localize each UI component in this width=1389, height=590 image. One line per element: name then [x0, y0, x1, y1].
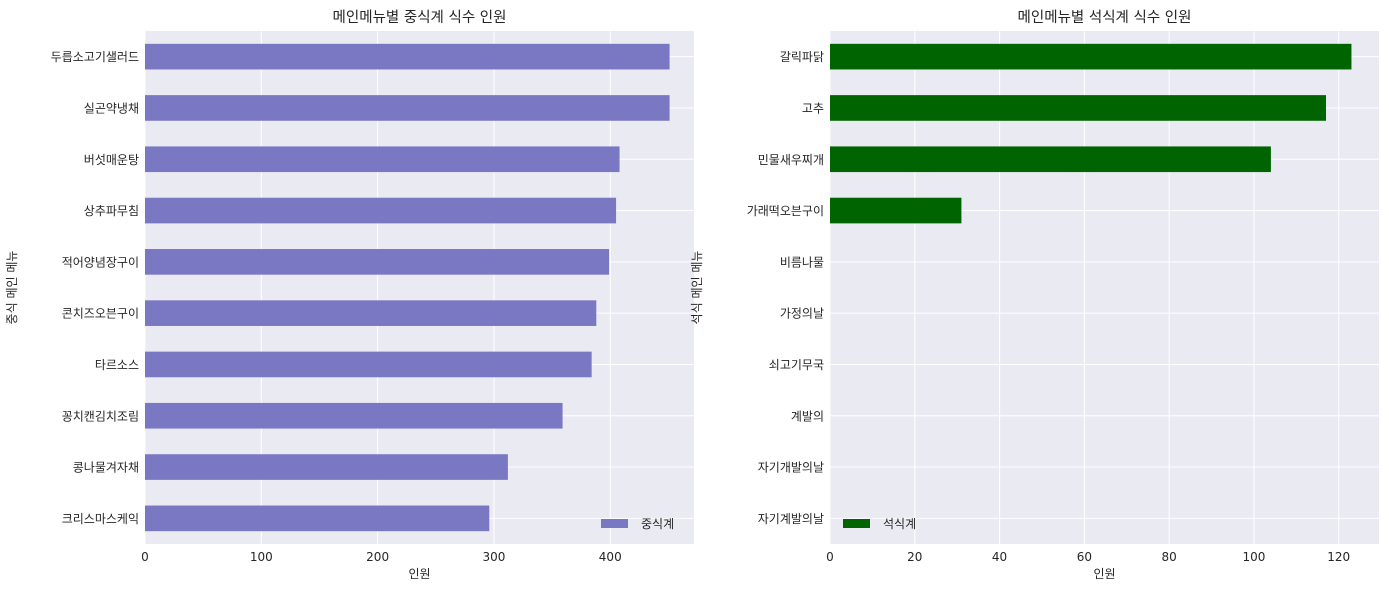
- lunch-legend-label: 중식계: [641, 517, 674, 531]
- dinner-chart-title: 메인메뉴별 석식계 식수 인원: [1018, 9, 1192, 26]
- lunch-y-tick-label: 적어양념장구이: [62, 255, 139, 269]
- dinner-y-tick-label: 계발의: [791, 409, 824, 423]
- dinner-bar: [830, 197, 962, 224]
- lunch-bar: [145, 197, 617, 224]
- dinner-x-tick-label: 20: [907, 550, 922, 564]
- dinner-legend: 석식계: [843, 517, 916, 531]
- dinner-y-tick-label: 갈릭파닭: [780, 50, 824, 64]
- dinner-x-tick-label: 80: [1162, 550, 1177, 564]
- lunch-y-tick-label: 두릅소고기샐러드: [51, 50, 139, 64]
- lunch-y-tick-label: 콩나물겨자채: [73, 461, 139, 475]
- dinner-y-tick-label: 자기개발의날: [758, 461, 824, 475]
- lunch-x-axis-label: 인원: [408, 567, 430, 581]
- lunch-x-tick-label: 200: [366, 550, 389, 564]
- lunch-x-tick-label: 300: [482, 550, 505, 564]
- dinner-y-tick-label: 고추: [802, 101, 824, 115]
- lunch-y-tick-label: 콘치즈오븐구이: [62, 307, 139, 321]
- lunch-bar: [145, 249, 610, 275]
- dinner-y-tick-label: 민물새우찌개: [758, 153, 824, 167]
- lunch-bar: [145, 505, 490, 532]
- dinner-x-tick-label: 60: [1077, 550, 1092, 564]
- lunch-chart-title: 메인메뉴별 중식계 식수 인원: [333, 9, 507, 26]
- dinner-x-tick-label: 40: [992, 550, 1007, 564]
- dinner-x-axis-label: 인원: [1093, 567, 1115, 581]
- dinner-chart: 0 20 40 60 80 100 120 갈릭파닭고추민물새우찌개가래떡오븐구이비름나물가정…: [690, 9, 1379, 581]
- lunch-y-tick-label: 꽁치캔김치조림: [62, 409, 139, 423]
- lunch-y-tick-label: 타르소스: [95, 358, 139, 372]
- dinner-x-tick-label: 100: [1242, 550, 1265, 564]
- dinner-y-tick-label: 자기계발의날: [758, 512, 824, 526]
- dinner-legend-label: 석식계: [883, 517, 916, 531]
- lunch-bar: [145, 146, 620, 173]
- lunch-bar: [145, 43, 670, 70]
- lunch-x-tick-label: 100: [250, 550, 273, 564]
- lunch-chart: 0 100 200 300 400 두릅소고기샐러드실곤약냉채버섯매운탕상추파무침적어양념…: [5, 9, 694, 581]
- dinner-legend-swatch: [843, 519, 870, 528]
- dinner-y-tick-label: 쇠고기무국: [769, 358, 824, 372]
- lunch-y-axis-label: 중식 메인 메뉴: [5, 251, 19, 325]
- dinner-x-tick-label: 0: [826, 550, 834, 564]
- lunch-legend-swatch: [601, 519, 628, 528]
- lunch-bar: [145, 351, 592, 378]
- lunch-y-tick-label: 상추파무침: [84, 204, 139, 218]
- lunch-bar: [145, 95, 670, 121]
- dinner-y-axis-label: 석식 메인 메뉴: [690, 251, 704, 325]
- dinner-y-tick-label: 가정의날: [780, 307, 824, 321]
- dinner-bar: [830, 43, 1352, 70]
- dinner-bar: [830, 146, 1271, 173]
- dinner-y-tick-label: 가래떡오븐구이: [747, 204, 824, 218]
- lunch-y-tick-label: 버섯매운탕: [84, 153, 139, 167]
- lunch-bar: [145, 300, 597, 326]
- lunch-x-tick-label: 400: [599, 550, 622, 564]
- dinner-bar: [830, 95, 1327, 121]
- lunch-bar: [145, 402, 563, 429]
- lunch-y-tick-label: 크리스마스케익: [62, 512, 139, 526]
- lunch-x-tick-label: 0: [141, 550, 149, 564]
- dinner-y-tick-label: 비름나물: [780, 255, 824, 269]
- dinner-x-tick-label: 120: [1327, 550, 1350, 564]
- lunch-bar: [145, 454, 508, 480]
- lunch-y-tick-label: 실곤약냉채: [84, 100, 139, 115]
- lunch-legend: 중식계: [601, 517, 674, 531]
